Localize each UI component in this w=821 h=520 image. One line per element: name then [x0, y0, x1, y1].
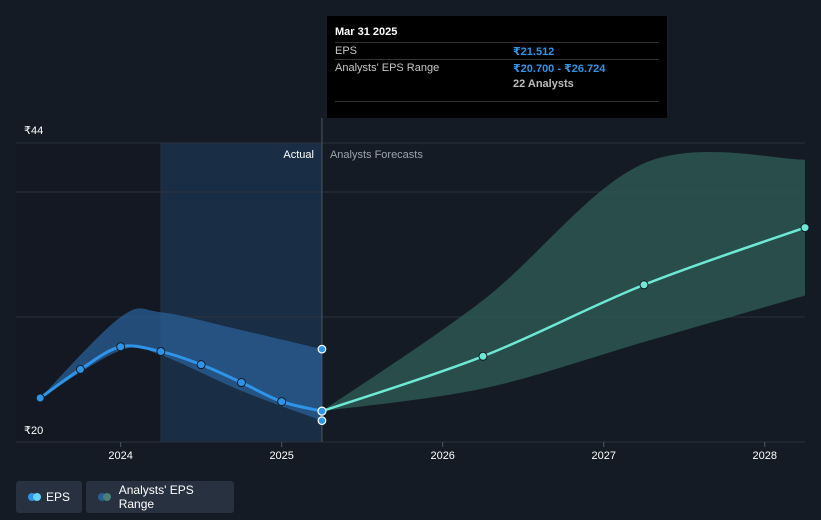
x-tick-label-2: 2026 — [430, 450, 454, 462]
x-tick-label-1: 2025 — [269, 450, 293, 462]
legend-eps-label: EPS — [45, 490, 70, 504]
forecast-label: Analysts Forecasts — [330, 149, 423, 161]
eps-point-2 — [116, 342, 126, 352]
eps-forecast-line — [321, 226, 806, 413]
eps-point-0 — [35, 393, 45, 403]
eps-tooltip: Mar 31 2025 EPS ₹21.512 Analysts' EPS Ra… — [327, 16, 667, 118]
range-legend-icon — [98, 493, 111, 501]
y-tick-label-1: ₹44 — [24, 125, 43, 137]
tooltip-range-value: ₹20.700 - ₹26.724 — [513, 62, 606, 75]
tooltip-date: Mar 31 2025 — [335, 26, 398, 38]
actual-label: Actual — [283, 149, 314, 161]
legend-range-label: Analysts' EPS Range — [118, 483, 194, 511]
x-tick-label-0: 2024 — [108, 450, 132, 462]
forecast-point-1 — [478, 351, 488, 361]
legend-range-button[interactable]: Analysts' EPS Range — [86, 481, 234, 513]
tooltip-eps-value: ₹21.512 — [513, 45, 555, 58]
tooltip-eps-label: EPS — [335, 45, 358, 57]
eps-range-band-forecast — [321, 151, 805, 412]
tooltip-range-label: Analysts' EPS Range — [335, 62, 440, 74]
tooltip-analysts-count: 22 Analysts — [513, 78, 574, 90]
y-tick-label-0: ₹20 — [24, 425, 43, 437]
tooltip-divider — [335, 101, 659, 102]
eps-point-4 — [196, 360, 206, 370]
tooltip-eps-row: EPS ₹21.512 — [335, 42, 659, 59]
past-period-shade — [16, 143, 161, 442]
forecast-point-3 — [800, 223, 810, 233]
eps-legend-icon — [28, 493, 41, 501]
range-marker-0 — [317, 344, 327, 354]
eps-point-3 — [156, 347, 166, 357]
x-tick-label-4: 2028 — [753, 450, 777, 462]
tooltip-range-row: Analysts' EPS Range ₹20.700 - ₹26.724 — [335, 59, 659, 76]
eps-point-1 — [75, 364, 85, 374]
legend-eps-button[interactable]: EPS — [16, 481, 82, 513]
range-marker-1 — [317, 416, 327, 426]
tooltip-analysts-row: 22 Analysts — [335, 76, 659, 92]
eps-range-band-past — [40, 308, 322, 421]
x-tick-label-3: 2027 — [591, 450, 615, 462]
forecast-point-2 — [639, 280, 649, 290]
eps-point-5 — [236, 378, 246, 388]
eps-current-point — [317, 406, 327, 416]
eps-point-6 — [277, 397, 287, 407]
